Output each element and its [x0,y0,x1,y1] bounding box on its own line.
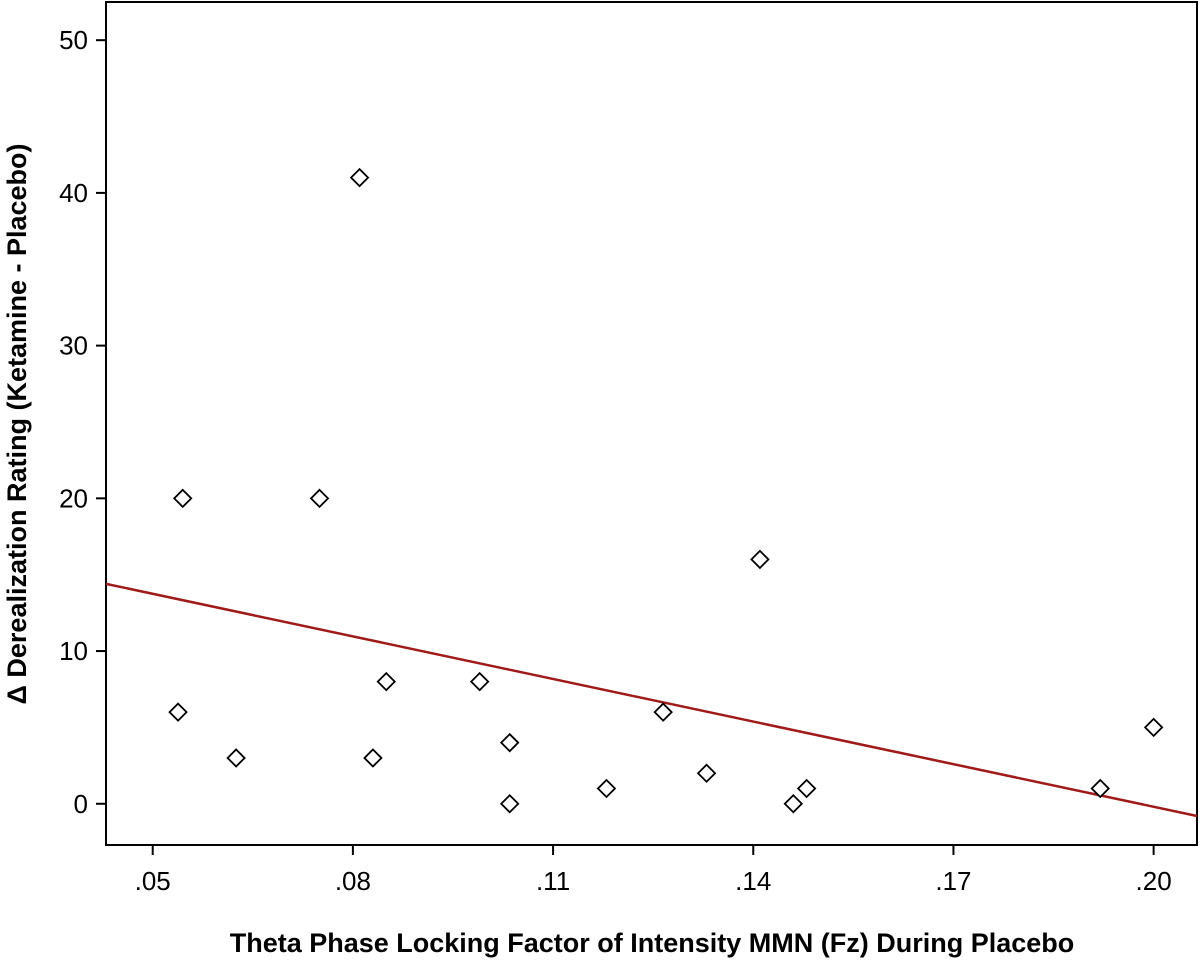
x-axis-ticks: .05 .08 .11 .14 .17 .20 [135,845,1172,896]
data-point [783,793,804,814]
regression-line-layer [105,582,1198,818]
y-axis-title: Δ Derealization Rating (Ketamine - Place… [2,143,32,704]
y-tick-label: 10 [59,636,88,666]
data-point [168,702,188,722]
data-point [349,167,370,188]
y-tick-label: 0 [74,789,88,819]
data-point [499,793,520,814]
data-point [363,748,383,768]
data-point [596,778,617,799]
y-tick-label: 50 [59,25,88,55]
data-points-layer [168,167,1164,814]
plot-border [105,1,1198,846]
y-tick-label: 30 [59,331,88,361]
x-axis-title: Theta Phase Locking Factor of Intensity … [230,928,1075,958]
data-point [750,549,770,570]
y-tick-label: 20 [59,483,88,513]
data-point [469,671,490,692]
x-tick-label: .17 [935,866,971,896]
data-point [1090,778,1111,799]
data-point [309,488,330,509]
x-tick-label: .11 [536,866,570,896]
data-point [796,778,817,799]
data-point [696,763,717,783]
x-tick-label: .08 [335,866,371,896]
data-point [653,702,673,722]
x-tick-label: .20 [1136,866,1172,896]
data-point [499,732,520,753]
y-axis-ticks: 0 10 20 30 40 50 [59,25,106,819]
data-point [1143,717,1164,738]
x-tick-label: .05 [135,866,171,896]
plot-area [105,1,1198,846]
data-point [376,671,397,692]
x-tick-label: .14 [735,866,771,896]
y-tick-label: 40 [59,178,88,208]
data-point [226,748,246,768]
regression-line [105,582,1198,818]
data-point [172,488,193,509]
